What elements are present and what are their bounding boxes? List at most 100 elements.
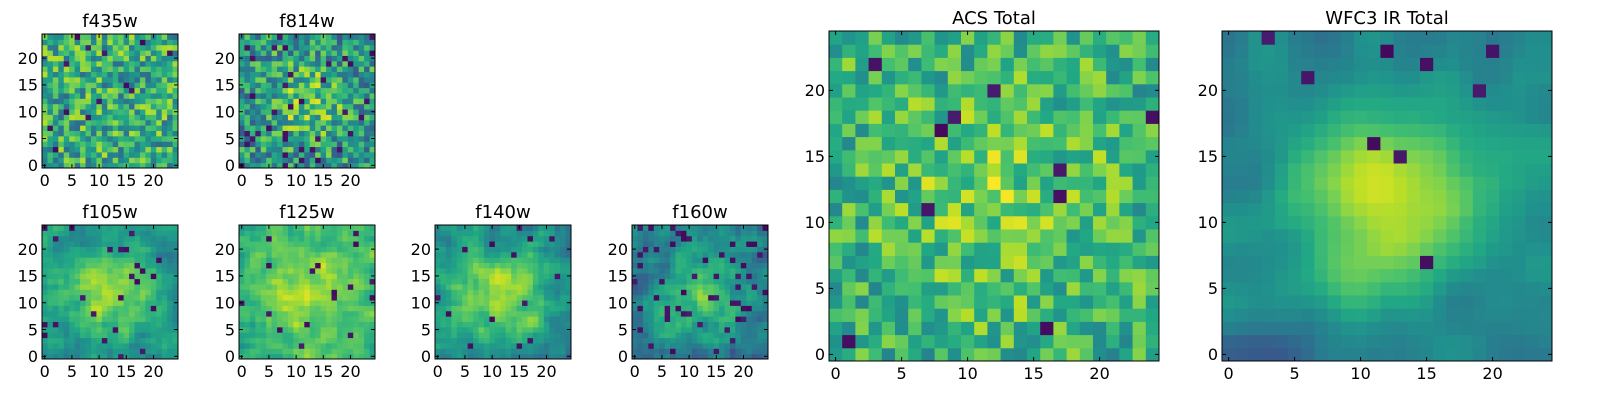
heatmap-cell [331,146,338,153]
heatmap-cell [702,326,709,333]
heatmap-cell [129,294,135,301]
heatmap-cell [1106,281,1120,296]
heatmap-cell [1093,202,1107,217]
heatmap-cell [751,246,758,253]
heatmap-cell [347,82,354,89]
heatmap-cell [271,273,278,280]
heatmap-cell [1053,242,1068,256]
heatmap-cell [554,289,561,296]
heatmap-cell [118,273,125,280]
heatmap-cell [85,114,92,121]
heatmap-cell [445,230,452,237]
heatmap-cell [473,267,480,274]
heatmap-cell [244,34,251,40]
heatmap-cell [129,300,135,306]
heatmap-cell [735,230,742,237]
heatmap-cell [1380,295,1395,309]
heatmap-cell [686,230,693,237]
heatmap-cell [751,321,758,328]
heatmap-cell [489,300,496,306]
heatmap-cell [118,278,125,285]
heatmap-cell [842,268,856,283]
heatmap-cell [326,332,332,339]
heatmap-cell [1248,268,1263,283]
heatmap-cell [150,267,157,274]
heatmap-cell [947,70,962,85]
heatmap-cell [724,332,731,339]
heatmap-cell [69,342,76,349]
heatmap-cell [293,337,300,344]
heatmap-cell [107,310,114,317]
heatmap-cell [315,114,322,121]
heatmap-cell [47,60,54,67]
heatmap-cell [150,92,157,99]
heatmap-cell [150,60,157,67]
heatmap-cell [90,337,97,344]
heatmap-cell [80,283,87,290]
heatmap-cell [1538,321,1553,336]
heatmap-cell [934,308,949,322]
heatmap-cell [282,225,289,231]
heatmap-cell [74,225,81,231]
heatmap-cell [702,267,709,274]
heatmap-cell [156,39,163,46]
heatmap-cell [1340,215,1355,230]
heatmap-cell [713,278,720,285]
heatmap-cell [239,251,245,258]
heatmap-cell [69,114,76,121]
heatmap-cell [1079,44,1094,58]
heatmap-cell [58,241,65,247]
heatmap-cell [1367,281,1381,296]
heatmap-cell [895,83,909,98]
heatmap-cell [456,230,463,237]
heatmap-cell [364,321,371,328]
heatmap-cell [353,66,360,73]
heatmap-cell [494,300,501,306]
heatmap-cell [489,310,496,317]
heatmap-cell [1222,229,1236,243]
heatmap-cell [1354,268,1368,283]
heatmap-cell [266,151,273,158]
heatmap-cell [1380,163,1395,177]
heatmap-cell [326,55,332,62]
heatmap-cell [1145,347,1160,362]
heatmap-cell [934,110,949,124]
heatmap-cell [107,235,114,242]
heatmap-cell [244,114,251,121]
heatmap-cell [934,136,949,151]
heatmap-cell [364,125,371,131]
heatmap-cell [96,125,103,131]
heatmap-cell [538,348,545,355]
heatmap-cell [139,321,146,328]
heatmap-cell [729,278,736,285]
heatmap-cell [697,316,704,322]
heatmap-cell [1499,321,1513,336]
heatmap-cell [107,76,114,83]
heatmap-cell [729,342,736,349]
heatmap-cell [1472,176,1487,190]
heatmap-cell [101,267,108,274]
heatmap-cell [675,332,682,339]
heatmap-cell [505,246,512,253]
heatmap-cell [239,294,245,301]
heatmap-cell [134,321,141,328]
heatmap-cell [675,283,682,290]
heatmap-cell [304,225,311,231]
heatmap-cell [282,130,289,137]
heatmap-cell [855,215,870,230]
heatmap-cell [161,262,168,269]
heatmap-cell [829,308,843,322]
heatmap-cell [829,110,843,124]
heatmap-cell [364,251,371,258]
heatmap-cell [473,289,480,296]
heatmap-cell [150,257,157,264]
heatmap-cell [239,146,245,153]
heatmap-cell [309,60,316,67]
heatmap-cell [895,149,909,164]
heatmap-cell [974,176,988,190]
heatmap-cell [762,241,769,247]
heatmap-cell [112,321,119,328]
heatmap-cell [139,225,146,231]
